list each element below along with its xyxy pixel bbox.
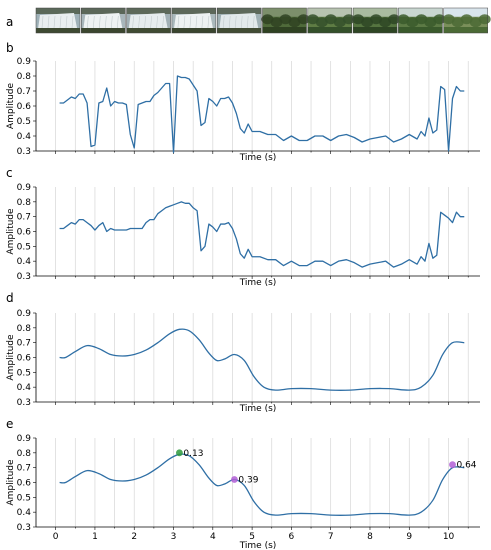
x-axis-label: Time (s)	[239, 278, 277, 288]
y-tick-label: 0.3	[17, 272, 31, 282]
thumbnail-2	[81, 7, 126, 34]
x-tick-label: 5	[249, 532, 255, 542]
x-tick-label: 1	[92, 532, 98, 542]
series-line	[59, 328, 465, 391]
thumbnail-1	[35, 7, 81, 34]
x-tick-label: 10	[443, 532, 455, 542]
panel-label-d: d	[6, 291, 14, 305]
y-tick-label: 0.9	[17, 434, 32, 444]
y-tick-label: 0.9	[17, 57, 32, 67]
y-tick-label: 0.4	[17, 132, 32, 142]
thumbnail-5	[216, 7, 262, 34]
chart-panel-d: 0.3 0.4 0.5 0.6 0.7 0.8 0.9 Time (s) Amplitude	[6, 309, 480, 414]
y-tick-label: 0.5	[17, 368, 31, 378]
event-marker-label: 0.13	[183, 449, 203, 459]
x-axis-label: Time (s)	[239, 541, 277, 550]
panel-label-b: b	[6, 41, 14, 55]
y-tick-label: 0.7	[17, 339, 31, 349]
thumbnail-strip	[35, 7, 491, 34]
y-tick-label: 0.6	[17, 102, 32, 112]
x-tick-label: 7	[328, 532, 334, 542]
x-axis-label: Time (s)	[239, 404, 277, 414]
y-tick-label: 0.8	[17, 198, 32, 208]
y-tick-label: 0.6	[17, 354, 32, 364]
event-marker-label: 0.64	[456, 461, 476, 471]
x-tick-label: 3	[171, 532, 177, 542]
y-axis-label: Amplitude	[6, 459, 16, 506]
thumbnail-4	[171, 7, 217, 34]
y-tick-label: 0.8	[17, 72, 32, 82]
y-tick-label: 0.9	[17, 309, 32, 319]
y-tick-label: 0.9	[17, 183, 32, 193]
y-tick-label: 0.5	[17, 117, 31, 127]
panel-label-c: c	[6, 166, 13, 180]
chart-panel-c: 0.3 0.4 0.5 0.6 0.7 0.8 0.9 Time (s) Amplitude	[6, 183, 480, 288]
x-axis-label: Time (s)	[239, 153, 277, 163]
thumbnail-3	[126, 7, 171, 34]
thumbnail-6	[261, 7, 310, 34]
y-tick-label: 0.8	[17, 449, 32, 459]
chart-panel-b: 0.3 0.4 0.5 0.6 0.7 0.8 0.9 Time (s) Amplitude	[6, 57, 480, 163]
x-tick-label: 6	[289, 532, 295, 542]
x-tick-label: 2	[131, 532, 137, 542]
y-tick-label: 0.3	[17, 398, 31, 408]
y-tick-label: 0.4	[17, 257, 32, 267]
chart-panel-e: 0 1 2 3 4 5 6 7 8 9 10 0.3 0.4 0.5 0.6 0.7 0.8 0.9 Time (s…	[6, 434, 480, 550]
y-tick-label: 0.5	[17, 493, 31, 503]
series-line	[59, 453, 465, 516]
event-marker	[449, 461, 456, 469]
series-line	[59, 75, 465, 154]
event-marker-label: 0.39	[238, 476, 258, 486]
thumbnail-7	[306, 7, 355, 34]
x-tick-label: 8	[367, 532, 373, 542]
y-tick-label: 0.6	[17, 228, 32, 238]
y-tick-label: 0.3	[17, 147, 31, 157]
y-tick-label: 0.7	[17, 213, 31, 223]
y-axis-label: Amplitude	[6, 208, 16, 255]
panel-label-e: e	[6, 417, 13, 431]
y-tick-label: 0.8	[17, 324, 32, 334]
x-tick-label: 4	[210, 532, 216, 542]
y-axis-label: Amplitude	[6, 82, 16, 129]
x-tick-label: 0	[53, 532, 59, 542]
event-marker	[176, 449, 183, 457]
y-tick-label: 0.6	[17, 479, 32, 489]
thumbnail-9	[397, 7, 446, 34]
panel-label-a: a	[6, 15, 13, 29]
series-line	[59, 201, 465, 268]
thumbnail-8	[352, 7, 401, 34]
thumbnail-10	[442, 7, 491, 34]
y-tick-label: 0.3	[17, 523, 31, 533]
y-tick-label: 0.4	[17, 508, 32, 518]
y-tick-label: 0.7	[17, 464, 31, 474]
x-tick-label: 9	[406, 532, 412, 542]
y-tick-label: 0.5	[17, 242, 31, 252]
event-marker	[231, 476, 238, 483]
y-tick-label: 0.7	[17, 87, 31, 97]
y-tick-label: 0.4	[17, 383, 32, 393]
y-axis-label: Amplitude	[6, 334, 16, 381]
